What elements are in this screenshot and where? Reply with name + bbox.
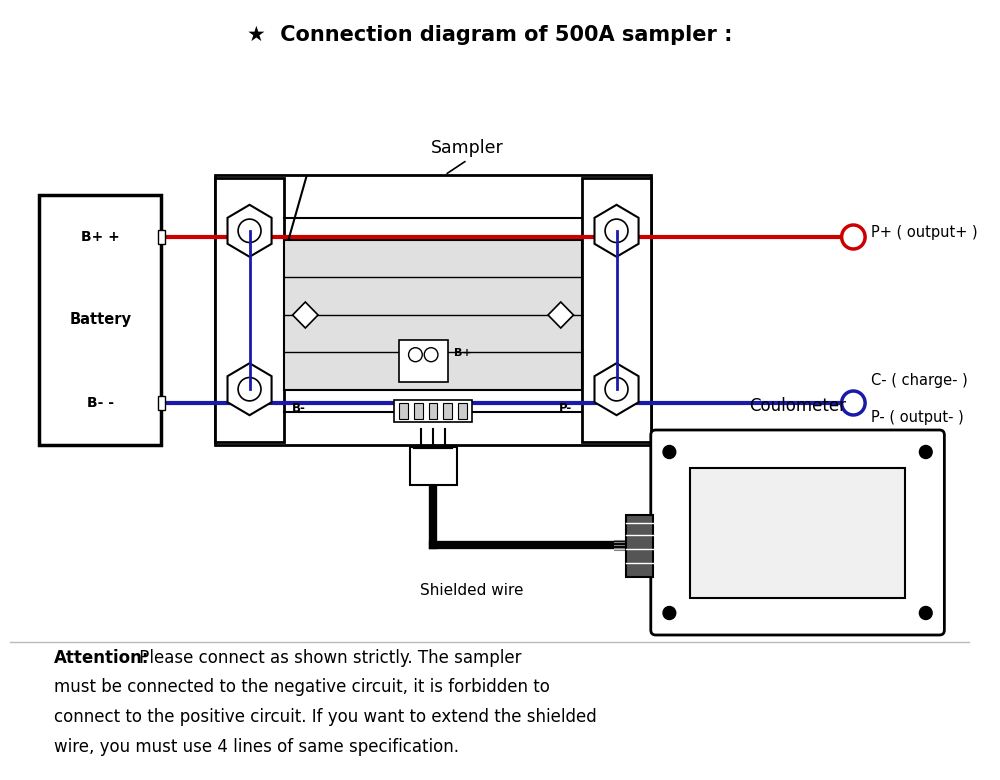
Bar	[414, 403, 423, 419]
Text: P+ ( output+ ): P+ ( output+ )	[871, 225, 978, 240]
Bar	[458, 403, 467, 419]
Polygon shape	[594, 205, 639, 257]
Text: P-: P-	[559, 402, 572, 415]
Bar	[158, 230, 165, 244]
Bar	[410, 447, 457, 485]
Circle shape	[842, 225, 865, 249]
FancyBboxPatch shape	[651, 430, 944, 635]
Text: Battery: Battery	[69, 313, 131, 328]
Text: B+ +: B+ +	[81, 230, 120, 244]
Circle shape	[919, 607, 932, 619]
Bar	[39, 195, 161, 445]
Text: Please connect as shown strictly. The sampler: Please connect as shown strictly. The sa…	[134, 649, 522, 667]
Bar	[215, 175, 651, 445]
Polygon shape	[293, 302, 318, 328]
Text: B- -: B- -	[87, 396, 114, 410]
Circle shape	[605, 378, 628, 401]
Bar	[399, 340, 448, 382]
Circle shape	[842, 391, 865, 415]
Circle shape	[605, 219, 628, 243]
Text: B-: B-	[292, 402, 306, 415]
Polygon shape	[228, 363, 272, 415]
Circle shape	[663, 445, 676, 459]
Bar	[394, 400, 472, 422]
Circle shape	[424, 348, 438, 362]
Text: B+: B+	[454, 348, 471, 357]
Text: Sampler: Sampler	[431, 139, 504, 157]
Bar	[443, 403, 452, 419]
Text: ★  Connection diagram of 500A sampler :: ★ Connection diagram of 500A sampler :	[247, 25, 732, 45]
Circle shape	[238, 219, 261, 243]
Polygon shape	[548, 302, 573, 328]
Text: P- ( output- ): P- ( output- )	[871, 410, 964, 426]
Bar	[158, 396, 165, 410]
Text: connect to the positive circuit. If you want to extend the shielded: connect to the positive circuit. If you …	[54, 708, 597, 726]
Circle shape	[663, 607, 676, 619]
Text: Shielded wire: Shielded wire	[420, 583, 524, 598]
Bar	[582, 178, 651, 442]
Circle shape	[409, 348, 422, 362]
Text: Attention:: Attention:	[54, 649, 149, 667]
Bar	[429, 403, 437, 419]
Bar	[399, 403, 408, 419]
Text: Coulometer: Coulometer	[749, 397, 846, 415]
Bar	[284, 240, 582, 390]
Bar	[215, 178, 284, 442]
Bar	[690, 468, 905, 598]
Text: wire, you must use 4 lines of same specification.: wire, you must use 4 lines of same speci…	[54, 738, 459, 756]
Circle shape	[238, 378, 261, 401]
Text: must be connected to the negative circuit, it is forbidden to: must be connected to the negative circui…	[54, 679, 550, 697]
Polygon shape	[594, 363, 639, 415]
Bar	[626, 515, 653, 577]
Text: C- ( charge- ): C- ( charge- )	[871, 374, 968, 388]
Polygon shape	[228, 205, 272, 257]
Circle shape	[919, 445, 932, 459]
